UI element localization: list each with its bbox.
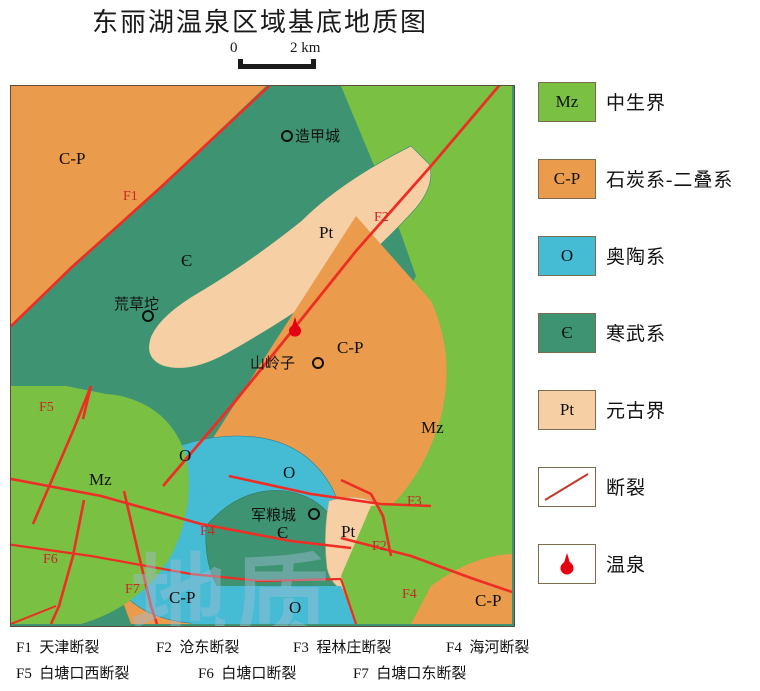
fault-note-code: F3 bbox=[293, 640, 309, 656]
hot-spring-icon bbox=[560, 553, 574, 575]
legend-label: 寒武系 bbox=[606, 324, 667, 345]
legend-code: Є bbox=[561, 323, 573, 342]
fault-note-line: F1 天津断裂 F2 沧东断裂 F3 程林庄断裂 F4 海河断裂 bbox=[8, 636, 568, 662]
map-fault-label-f3: F3 bbox=[407, 494, 422, 509]
map-fault-label-f7: F7 bbox=[125, 582, 140, 597]
legend-swatch-pt: Pt bbox=[538, 390, 596, 430]
legend-item-cambrian[interactable]: Є 寒武系 bbox=[536, 313, 756, 353]
fault-note-label: 沧东断裂 bbox=[179, 640, 240, 656]
legend-item-pt[interactable]: Pt 元古界 bbox=[536, 390, 756, 430]
hot-spring-marker[interactable] bbox=[287, 316, 303, 338]
fault-note-code: F6 bbox=[198, 666, 214, 682]
legend-label: 奥陶系 bbox=[606, 247, 667, 268]
place-label: 荒草坨 bbox=[114, 297, 160, 313]
legend: Mz 中生界 C-P 石炭系-二叠系 O 奥陶系 Є 寒武系 Pt 元古界断裂温泉 bbox=[536, 82, 756, 630]
fault-note-f6: F6 白塘口断裂 bbox=[198, 662, 296, 683]
legend-code: Pt bbox=[559, 400, 575, 419]
fault-note-code: F4 bbox=[446, 640, 462, 656]
place-marker-dot[interactable] bbox=[142, 310, 154, 322]
fault-note-f7: F7 白塘口东断裂 bbox=[353, 662, 466, 683]
legend-code: O bbox=[560, 246, 574, 265]
fault-note-f2: F2 沧东断裂 bbox=[156, 636, 239, 657]
fault-note-f4: F4 海河断裂 bbox=[446, 636, 529, 657]
fault-note-label: 程林庄断裂 bbox=[316, 640, 392, 656]
legend-swatch-o: O bbox=[538, 236, 596, 276]
fault-note-label: 白塘口西断裂 bbox=[39, 666, 130, 682]
legend-swatch-cambrian: Є bbox=[538, 313, 596, 353]
legend-label: 石炭系-二叠系 bbox=[606, 170, 734, 191]
legend-item-cp[interactable]: C-P 石炭系-二叠系 bbox=[536, 159, 756, 199]
legend-swatch-cp: C-P bbox=[538, 159, 596, 199]
map-fault-label-f5: F5 bbox=[39, 400, 54, 415]
legend-swatch-spring bbox=[538, 544, 596, 584]
legend-item-spring[interactable]: 温泉 bbox=[536, 544, 756, 584]
scale-bar: 0 2 km bbox=[218, 40, 348, 76]
fault-note-f3: F3 程林庄断裂 bbox=[293, 636, 391, 657]
legend-label: 元古界 bbox=[606, 401, 667, 422]
place-label: 军粮城 bbox=[251, 508, 297, 524]
map-fault-label-f6: F6 bbox=[43, 552, 58, 567]
map-fault-label-f2: F2 bbox=[372, 539, 387, 554]
fault-abbreviation-notes: F1 天津断裂 F2 沧东断裂 F3 程林庄断裂 F4 海河断裂 F5 白塘口西断裂 F6… bbox=[8, 636, 568, 688]
legend-item-mz[interactable]: Mz 中生界 bbox=[536, 82, 756, 122]
fault-line-icon bbox=[544, 473, 589, 501]
fault-note-code: F7 bbox=[353, 666, 369, 682]
map-fault-label-f4: F4 bbox=[200, 524, 215, 539]
page-title: 东丽湖温泉区域基底地质图 bbox=[91, 8, 428, 37]
legend-item-o[interactable]: O 奥陶系 bbox=[536, 236, 756, 276]
place-marker-dot[interactable] bbox=[281, 130, 293, 142]
fault-note-code: F5 bbox=[16, 666, 32, 682]
map-geology-polygons bbox=[11, 86, 512, 624]
legend-label: 中生界 bbox=[606, 93, 667, 114]
legend-code: C-P bbox=[553, 169, 581, 188]
fault-note-code: F2 bbox=[156, 640, 172, 656]
legend-code: Mz bbox=[555, 92, 579, 111]
legend-label: 温泉 bbox=[606, 555, 647, 576]
scale-label-max: 2 km bbox=[290, 40, 321, 56]
legend-label: 断裂 bbox=[606, 478, 647, 499]
place-label: 造甲城 bbox=[295, 129, 341, 145]
fault-note-line: F5 白塘口西断裂 F6 白塘口断裂 F7 白塘口东断裂 bbox=[8, 662, 568, 688]
place-marker-dot[interactable] bbox=[312, 357, 324, 369]
place-marker-dot[interactable] bbox=[308, 508, 320, 520]
fault-note-label: 海河断裂 bbox=[469, 640, 530, 656]
legend-swatch-fault bbox=[538, 467, 596, 507]
fault-note-code: F1 bbox=[16, 640, 32, 656]
place-label: 山岭子 bbox=[250, 356, 296, 372]
fault-note-f5: F5 白塘口西断裂 bbox=[16, 662, 129, 683]
scale-rule bbox=[238, 59, 316, 69]
fault-note-f1: F1 天津断裂 bbox=[16, 636, 99, 657]
fault-note-label: 白塘口东断裂 bbox=[376, 666, 467, 682]
map-fault-label-f2: F2 bbox=[374, 210, 389, 225]
scale-label-min: 0 bbox=[230, 40, 238, 56]
fault-note-label: 白塘口断裂 bbox=[221, 666, 297, 682]
fault-note-label: 天津断裂 bbox=[39, 640, 100, 656]
map-fault-label-f1: F1 bbox=[123, 189, 138, 204]
legend-item-fault[interactable]: 断裂 bbox=[536, 467, 756, 507]
map-fault-label-f4: F4 bbox=[402, 587, 417, 602]
legend-swatch-mz: Mz bbox=[538, 82, 596, 122]
